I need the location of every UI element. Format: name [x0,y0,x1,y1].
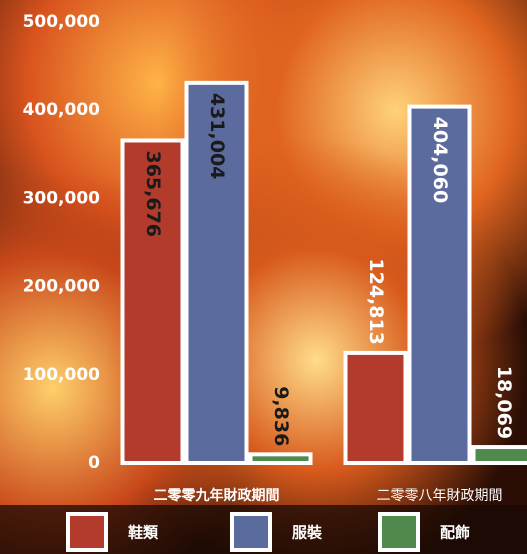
y-tick-label: 300,000 [23,188,101,208]
x-tick-label: 二零零九年財政期間 [154,487,280,504]
y-tick-label: 100,000 [23,365,101,385]
bar [407,104,472,465]
y-tick-label: 400,000 [23,100,101,120]
legend-label: 鞋類 [128,524,159,542]
y-tick-label: 500,000 [23,12,101,32]
value-label: 404,060 [429,117,451,204]
value-label: 9,836 [270,386,292,446]
bar [471,445,527,465]
value-label: 365,676 [142,150,164,237]
y-tick-label: 200,000 [23,277,101,297]
bar [343,350,408,466]
legend-swatch [378,512,420,552]
bar [248,452,313,465]
bar [184,80,249,466]
value-label: 18,069 [493,366,515,439]
value-label: 124,813 [365,258,387,345]
legend-label: 服裝 [292,524,323,542]
x-tick-label: 二零零八年財政期間 [377,488,503,504]
bar [120,138,185,466]
legend-swatch [66,512,108,552]
legend-swatch [230,512,272,552]
value-label: 431,004 [206,93,228,180]
legend-label: 配飾 [440,524,470,542]
y-tick-label: 0 [88,453,100,473]
